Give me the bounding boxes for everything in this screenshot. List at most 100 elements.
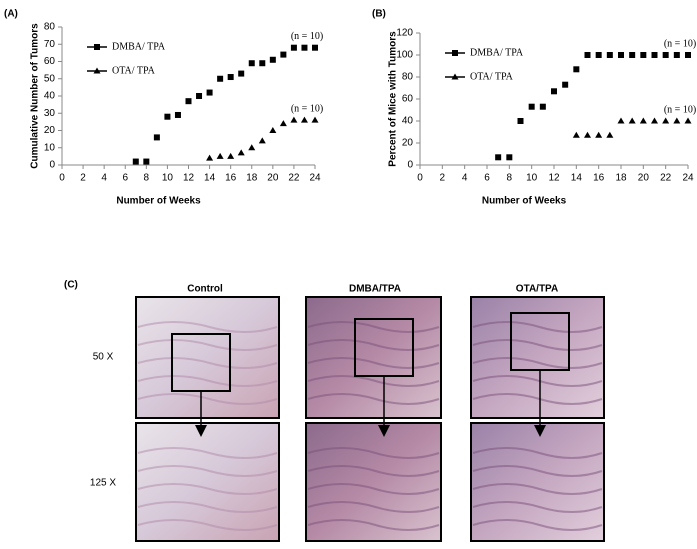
histology-image — [135, 296, 280, 419]
legend-label: OTA/ TPA — [470, 71, 514, 82]
x-tick-label: 18 — [615, 173, 627, 184]
point — [673, 117, 681, 124]
row-label: 125 X — [90, 478, 116, 489]
y-tick-label: 10 — [44, 142, 56, 153]
x-tick-label: 0 — [417, 173, 423, 184]
tissue-layer — [137, 375, 278, 387]
tissue-layer — [137, 483, 278, 495]
x-tick-label: 2 — [80, 173, 86, 184]
point — [300, 116, 308, 123]
point — [217, 75, 224, 82]
tissue-layer — [472, 447, 603, 459]
tissue-layer — [307, 519, 440, 531]
tissue-layer — [307, 483, 440, 495]
point — [629, 52, 636, 58]
panel-label: (A) — [4, 9, 18, 20]
legend-label: DMBA/ TPA — [470, 47, 524, 58]
tissue-layer — [472, 501, 603, 513]
tissue-layer — [137, 465, 278, 477]
x-tick-label: 12 — [548, 173, 560, 184]
tissue-layer — [137, 393, 278, 405]
point — [185, 98, 192, 105]
x-tick-label: 8 — [507, 173, 513, 184]
point — [573, 66, 580, 73]
point — [238, 70, 245, 77]
annotation: (n = 10) — [664, 38, 696, 49]
histology-image — [305, 296, 442, 419]
tissue-layer — [307, 339, 440, 351]
tissue-layer — [137, 339, 278, 351]
point — [248, 60, 255, 67]
tissue-layer — [472, 339, 603, 351]
panel-c-label: (C) — [64, 280, 78, 291]
point — [662, 52, 669, 58]
tissue-layer — [472, 465, 603, 477]
x-tick-label: 16 — [593, 173, 605, 184]
point — [164, 113, 171, 120]
y-tick-label: 20 — [44, 125, 56, 136]
point — [495, 154, 502, 161]
panel-label: (B) — [372, 9, 386, 20]
point — [528, 103, 535, 110]
annotation: (n = 10) — [291, 103, 323, 114]
tissue-layer — [137, 447, 278, 459]
y-tick-label: 0 — [49, 160, 55, 171]
y-tick-label: 80 — [44, 22, 56, 33]
point — [227, 152, 235, 159]
x-axis-title: Number of Weeks — [482, 196, 567, 207]
legend-marker — [451, 73, 459, 80]
point — [259, 60, 266, 67]
x-tick-label: 6 — [484, 173, 490, 184]
point — [227, 74, 234, 81]
point — [662, 117, 670, 124]
x-tick-label: 14 — [204, 173, 216, 184]
point — [651, 52, 658, 58]
point — [618, 52, 624, 58]
point — [132, 158, 139, 165]
point — [639, 117, 647, 124]
point — [595, 52, 602, 58]
point — [606, 52, 613, 58]
point — [539, 103, 546, 110]
x-tick-label: 4 — [101, 173, 107, 184]
tissue-layer — [307, 447, 440, 459]
point — [258, 137, 266, 144]
y-tick-label: 80 — [402, 72, 414, 83]
point — [248, 144, 256, 151]
y-tick-label: 60 — [402, 94, 414, 105]
point — [237, 149, 245, 156]
point — [216, 152, 224, 159]
point — [206, 154, 214, 161]
x-tick-label: 24 — [682, 173, 694, 184]
y-axis-title: Cumulative Number of Tumors — [30, 23, 41, 169]
x-tick-label: 12 — [183, 173, 195, 184]
legend-marker — [94, 44, 100, 50]
x-tick-label: 8 — [144, 173, 150, 184]
y-tick-label: 100 — [396, 50, 413, 61]
tissue-layer — [307, 321, 440, 333]
legend-marker — [452, 50, 458, 56]
y-tick-label: 40 — [402, 116, 414, 127]
x-tick-label: 6 — [122, 173, 128, 184]
point — [506, 154, 513, 161]
point — [311, 116, 319, 123]
point — [174, 111, 181, 118]
histology-image — [305, 422, 442, 542]
point — [595, 131, 603, 138]
x-tick-label: 4 — [462, 173, 468, 184]
tissue-layer — [307, 375, 440, 387]
y-tick-label: 30 — [44, 108, 56, 119]
histology-image — [470, 296, 605, 419]
tissue-layer — [472, 519, 603, 531]
point — [685, 52, 691, 58]
point — [143, 158, 150, 165]
y-tick-label: 70 — [44, 39, 56, 50]
annotation: (n = 10) — [291, 31, 323, 42]
x-tick-label: 10 — [526, 173, 538, 184]
histology-image — [135, 422, 280, 542]
legend-label: OTA/ TPA — [112, 65, 156, 76]
tissue-layer — [307, 501, 440, 513]
point — [628, 117, 636, 124]
point — [312, 44, 318, 51]
